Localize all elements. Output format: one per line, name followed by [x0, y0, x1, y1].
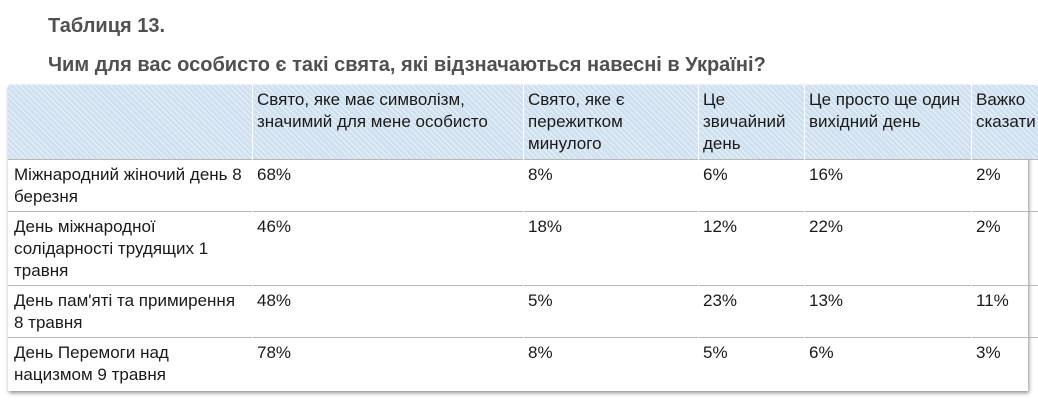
cell-value: 6%	[698, 158, 805, 211]
cell-value: 11%	[971, 284, 1038, 337]
table-row: Міжнародний жіночий день 8 березня 68% 8…	[8, 158, 1038, 211]
cell-value: 68%	[252, 158, 524, 211]
cell-value: 22%	[804, 210, 972, 285]
cell-value: 8%	[523, 158, 699, 211]
results-table: Свято, яке має символізм, значимий для м…	[8, 85, 1038, 389]
cell-value: 5%	[523, 284, 699, 337]
survey-question-title: Чим для вас особисто є такі свята, які в…	[48, 54, 766, 76]
cell-value: 23%	[698, 284, 805, 337]
row-label: День міжнародної солідарності трудящих 1…	[8, 210, 253, 285]
table-row: День міжнародної солідарності трудящих 1…	[8, 210, 1038, 285]
row-label: День пам'яті та примирення 8 травня	[8, 284, 253, 337]
table-row: День пам'яті та примирення 8 травня 48% …	[8, 284, 1038, 337]
cell-value: 2%	[971, 158, 1038, 211]
cell-value: 16%	[804, 158, 972, 211]
cell-value: 12%	[698, 210, 805, 285]
table-header-row: Свято, яке має символізм, значимий для м…	[8, 85, 1038, 159]
table-row: День Перемоги над нацизмом 9 травня 78% …	[8, 336, 1038, 389]
cell-value: 13%	[804, 284, 972, 337]
cell-value: 46%	[252, 210, 524, 285]
header-symbolic-holiday: Свято, яке має символізм, значимий для м…	[252, 85, 524, 159]
results-table-frame: Свято, яке має символізм, значимий для м…	[8, 85, 1038, 391]
cell-value: 6%	[804, 336, 972, 389]
header-ordinary-day: Це звичайний день	[698, 85, 805, 159]
header-hard-to-say: Важко сказати	[971, 85, 1038, 159]
header-empty-cell	[8, 85, 253, 159]
cell-value: 2%	[971, 210, 1038, 285]
row-label: День Перемоги над нацизмом 9 травня	[8, 336, 253, 389]
header-relic-of-past: Свято, яке є пережитком минулого	[523, 85, 699, 159]
cell-value: 48%	[252, 284, 524, 337]
cell-value: 18%	[523, 210, 699, 285]
cell-value: 5%	[698, 336, 805, 389]
cell-value: 8%	[523, 336, 699, 389]
cell-value: 78%	[252, 336, 524, 389]
cell-value: 3%	[971, 336, 1038, 389]
header-day-off: Це просто ще один вихідний день	[804, 85, 972, 159]
row-label: Міжнародний жіночий день 8 березня	[8, 158, 253, 211]
table-number-title: Таблиця 13.	[48, 15, 166, 37]
